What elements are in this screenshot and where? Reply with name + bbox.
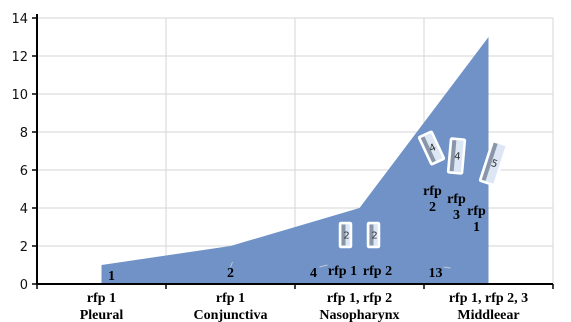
annotation-label: rfp [447,192,466,207]
annotation-box: 5 [478,139,509,187]
annotation-label: rfp 2 [363,264,392,279]
annotation-box-label: 2 [371,231,377,242]
data-value-label: 1 [108,269,115,284]
value-labels: 1 2 4 13 [108,261,451,284]
data-value-label: 2 [227,266,234,281]
annotation-box-label: 4 [454,151,461,163]
y-tick-label: 12 [11,50,28,65]
annotation-label: rfp 1 [328,264,357,279]
x-category-label: rfp 1 [216,291,245,306]
annotation-box: 4 [446,137,467,175]
x-category-sublabel: Nasopharynx [319,308,399,322]
value-leader-line [319,264,328,268]
x-category-sublabel: Pleural [80,308,124,322]
annotation-label: rfp [467,204,486,219]
y-tick-label: 0 [20,278,28,293]
y-tick-label: 14 [11,12,28,27]
y-tick-label: 4 [20,202,28,217]
x-category-label: rfp 1, rfp 2 [327,291,392,306]
annotation-box-label: 4 [428,142,438,155]
y-tick-label: 10 [11,88,28,103]
grid-lines [37,17,554,284]
y-tick-label: 2 [20,240,28,255]
value-leader-line [230,261,233,268]
annotation-box: 2 [338,221,353,249]
x-category-sublabel: Middleear [457,308,519,322]
category-labels: rfp 1 Pleural rfp 1 Conjunctiva rfp 1, rfp 2… [80,291,528,322]
y-tick-label: 8 [20,126,28,141]
annotation-label: 3 [453,208,460,223]
y-axis-ticks: 0 2 4 6 8 10 12 14 [11,12,37,293]
x-category-label: rfp 1 [87,291,116,306]
data-value-label: 13 [429,266,443,281]
annotation-label: 1 [473,220,480,235]
annotation-label: rfp [423,184,442,199]
data-value-label: 4 [310,266,317,281]
annotation-box: 4 [417,130,446,166]
annotation-box: 2 [366,221,381,249]
x-axis-ticks [36,284,554,289]
annotation-box-label: 2 [343,231,349,242]
x-category-sublabel: Conjunctiva [194,308,268,322]
x-category-label: rfp 1, rfp 2, 3 [449,291,528,306]
y-tick-label: 6 [20,164,28,179]
annotation-box-label: 5 [489,158,498,170]
value-leader-line [443,266,451,269]
area-series [101,37,489,284]
annotation-label: 2 [429,200,436,215]
